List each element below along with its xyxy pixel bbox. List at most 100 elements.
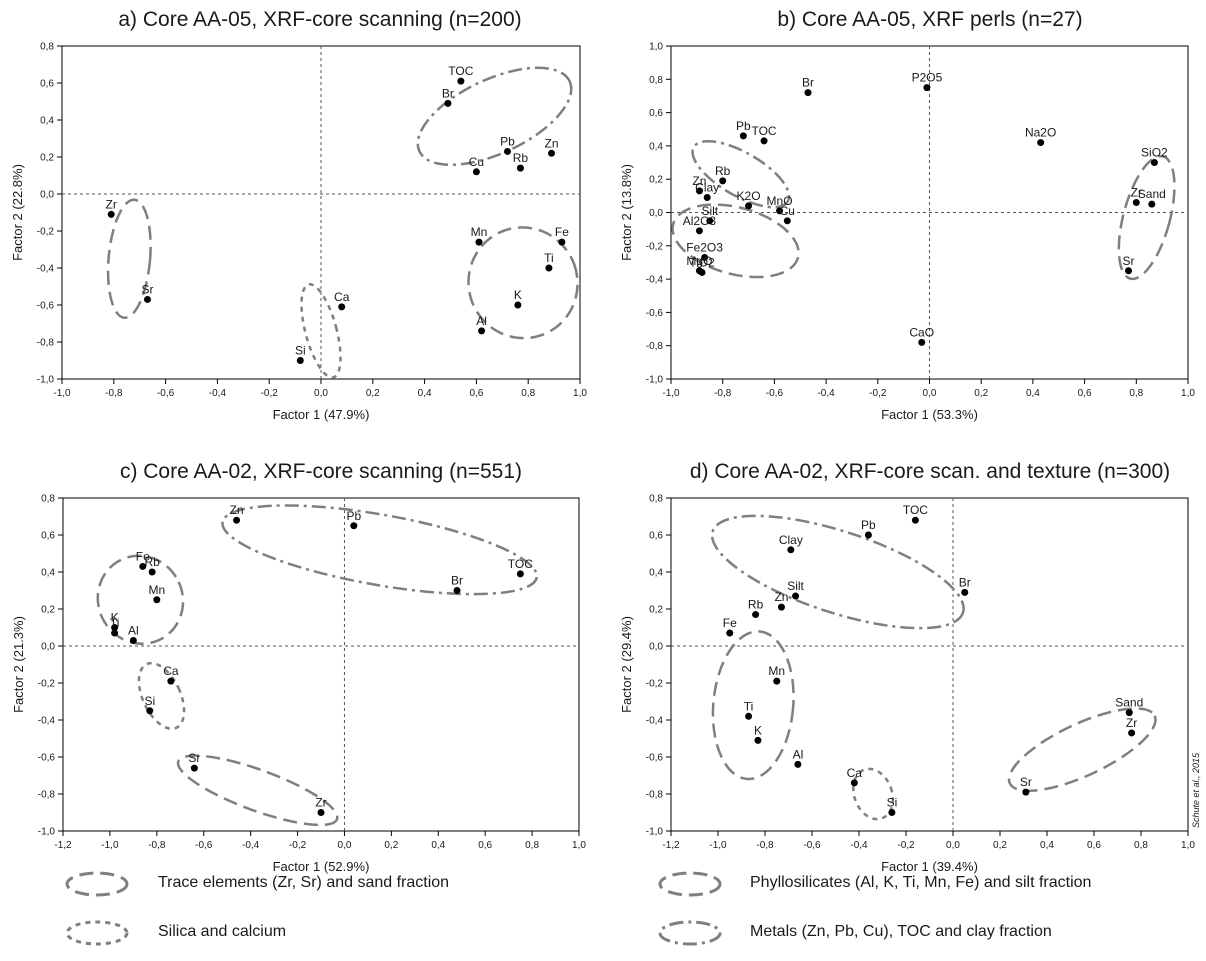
panel-b-point-rb [719,177,727,185]
panel-c-point-label-br: Br [451,574,463,588]
panel-b-ytick-label: 0,8 [649,75,663,86]
panel-b-point-label-zn: Zn [692,174,706,188]
panel-c-point-ti [111,629,119,637]
panel-b-point-label-cao: CaO [909,325,934,339]
panel-b-ytick-label: -0,4 [646,275,664,286]
panel-c-ytick-label: 0,0 [41,642,55,653]
panel-c-point-label-zn: Zn [230,503,244,517]
panel-b-xtick-label: -0,4 [817,388,835,399]
panel-b-point-p2o5 [923,84,931,92]
panel-b-xtick-label: 0,4 [1026,388,1040,399]
panel-c-point-mn [153,596,161,604]
panel-a-ytick-label: 0,4 [40,116,54,127]
panel-a-xtick-label: -0,8 [105,388,123,399]
panel-a-point-label-zn: Zn [545,136,559,150]
panel-d-point-al [794,760,802,768]
panel-d-point-label-toc: TOC [903,503,928,517]
panel-a-point-label-br: Br [442,86,454,100]
panel-b-point-label-sio2: SiO2 [1141,146,1168,160]
panel-b-point-clay [703,194,711,202]
panel-d-point-label-k: K [754,723,762,737]
panel-d-xtick-label: 0,6 [1087,840,1101,851]
panel-b-point-sio2 [1150,159,1158,167]
panel-a-point-label-fe: Fe [555,225,569,239]
panel-c-xtick-label: 0,8 [525,840,539,851]
panel-b-xtick-label: -0,8 [714,388,732,399]
panel-d-point-label-mn: Mn [768,664,785,678]
panel-c-point-zr [317,809,325,816]
panel-a-point-cu [472,168,480,176]
panel-b-point-sr [1125,267,1133,275]
panel-d-point-fe [726,629,734,637]
legend-symbol-long-dash-1 [65,871,129,897]
legend-symbols [65,871,722,946]
panel-d-point-label-al: Al [793,747,804,761]
panel-c-point-label-ti: Ti [110,616,120,630]
panel-c-title: c) Core AA-02, XRF-core scanning (n=551) [120,460,522,483]
panel-a-point-label-al: Al [476,314,487,328]
panel-b-ytick-label: 0,6 [649,108,663,119]
panel-b-point-zn [695,187,703,195]
panel-a-point-zr [107,210,115,218]
panel-b-point-label-toc: TOC [751,124,776,138]
legend-symbol-long-dash-2 [658,871,722,897]
panel-b-ytick-label: 0,4 [649,141,663,152]
panel-b-xtick-label: -0,6 [766,388,784,399]
panel-a-point-label-si: Si [295,344,306,358]
panel-a-ytick-label: 0,8 [40,42,54,53]
panel-b-group-ellipse-dashdot [691,139,791,209]
panel-d-point-sr [1022,788,1030,796]
panel-c-point-label-k: K [111,611,119,625]
panel-b-ytick-label: -0,8 [646,341,664,352]
panel-b-group-ellipse-long-dash [1117,154,1176,281]
panel-d-ytick-label: 0,0 [649,642,663,653]
panel-a-point-mn [475,238,483,246]
panel-a-xtick-label: -0,4 [209,388,227,399]
panel-a-ytick-label: -0,6 [37,301,55,312]
panel-a-ytick-label: -0,8 [37,338,55,349]
panel-c-xtick-label: 0,2 [384,840,398,851]
panel-b-point-k2o [745,202,753,210]
panel-d-xlabel: Factor 1 (39.4%) [881,859,978,874]
legend-label-silica: Silica and calcium [158,923,287,940]
panel-a-group-ellipse-dashdot [416,66,573,167]
panel-c-point-fe [139,562,147,570]
panel-c-ytick-label: -0,2 [38,679,56,690]
panel-d-point-zn [777,603,785,611]
panel-a-point-rb [516,164,524,172]
panel-c-ylabel: Factor 2 (21.3%) [11,616,26,713]
panel-a-point-label-cu: Cu [469,155,484,169]
panel-b-point-label-silt: Silt [701,204,718,218]
panel-a-xlabel: Factor 1 (47.9%) [273,407,370,422]
panel-b-point-label-rb: Rb [715,164,731,178]
panel-d-group-ellipse-short-dash [852,767,895,821]
panel-d-title: d) Core AA-02, XRF-core scan. and textur… [690,460,1170,483]
panel-c-ytick-label: -0,6 [38,753,56,764]
panel-b-xtick-label: -0,2 [869,388,887,399]
panel-d-xtick-label: -1,0 [709,840,727,851]
panel-d-point-toc [911,516,919,524]
panel-a-point-si [296,357,304,364]
panel-c-xtick-label: -1,0 [101,840,119,851]
panel-c-group-ellipse-dashdot [221,504,539,596]
panel-c-xtick-label: 1,0 [572,840,586,851]
panel-a-point-label-k: K [514,288,522,302]
panel-b-point-label-fe2o3: Fe2O3 [686,240,723,254]
panel-d-ytick-label: -0,4 [646,716,664,727]
panel-d-point-ti [745,712,753,720]
panel-a-ytick-label: 0,6 [40,79,54,90]
panel-b-ytick-label: 0,0 [649,208,663,219]
panel-c-xtick-label: -1,2 [54,840,72,851]
panel-a-point-br [444,99,452,107]
panel-d-xtick-label: -0,2 [897,840,915,851]
panel-d-point-mn [773,677,781,685]
panel-c-ytick-label: -1,0 [38,827,56,838]
panel-c-point-label-rb: Rb [144,555,160,569]
panel-d-point-label-rb: Rb [748,598,764,612]
panel-d-point-pb [864,531,872,539]
panel-c-xtick-label: -0,8 [148,840,166,851]
panel-b-ytick-label: 1,0 [649,42,663,53]
panel-b-ytick-label: -1,0 [646,375,664,386]
panel-d-ytick-label: 0,8 [649,494,663,505]
panel-a-xtick-label: 1,0 [573,388,587,399]
